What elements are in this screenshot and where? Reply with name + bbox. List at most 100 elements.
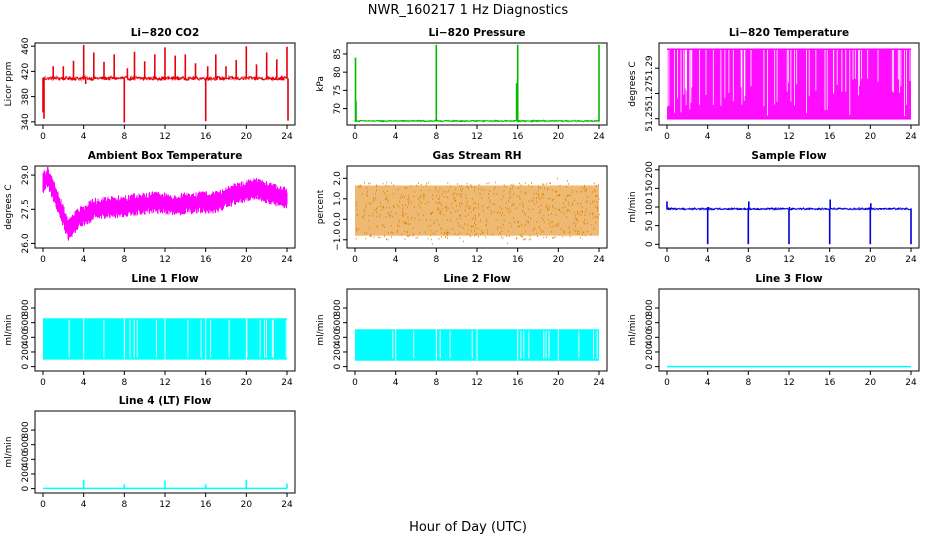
y-tick-label: 400 <box>21 328 31 345</box>
panel-li-820-co2: Li−820 CO2 0 4 8 12 16 20 24 340 380 420 460 Licor p… <box>4 27 296 142</box>
y-axis-label: kPa <box>316 76 326 92</box>
plot-area <box>666 199 912 245</box>
panel-li-820-temperature: Li−820 Temperature 0 4 8 12 16 20 24 51.2551.275… <box>628 27 920 142</box>
x-tick-label: 8 <box>745 132 751 142</box>
x-tick-label: 20 <box>241 378 253 388</box>
y-tick-label: 200 <box>21 343 31 360</box>
x-tick-label: 24 <box>905 255 917 265</box>
series-line <box>354 119 600 123</box>
x-tick-label: 20 <box>241 132 253 142</box>
series-spikes <box>42 44 289 123</box>
x-tick-label: 24 <box>281 500 293 510</box>
y-tick-label: 800 <box>21 421 31 438</box>
y-tick-label: 380 <box>21 88 31 105</box>
y-tick-label: 150 <box>645 180 655 197</box>
panel-title: Sample Flow <box>751 150 826 162</box>
panel-gas-stream-rh: Gas Stream RH 0 4 8 12 16 20 24 −1.0 0.0 1.0 2.0 per… <box>316 150 608 265</box>
x-tick-label: 8 <box>433 255 439 265</box>
x-tick-label: 20 <box>241 500 253 510</box>
x-tick-label: 20 <box>865 255 877 265</box>
y-tick-label: 0 <box>645 363 655 369</box>
x-tick-label: 16 <box>824 378 836 388</box>
y-tick-label: 27.5 <box>21 199 31 219</box>
x-tick-label: 8 <box>121 132 127 142</box>
series-spikes <box>354 44 600 121</box>
x-tick-label: 4 <box>81 378 87 388</box>
x-tick-label: 16 <box>824 132 836 142</box>
x-tick-label: 16 <box>512 132 524 142</box>
series-gaps <box>667 44 911 117</box>
y-tick-label: 0 <box>21 485 31 491</box>
x-tick-label: 12 <box>783 378 794 388</box>
panel-title: Line 2 Flow <box>443 273 510 285</box>
y-tick-label: 400 <box>333 328 343 345</box>
y-tick-label: 200 <box>645 161 655 178</box>
plot-area <box>354 44 600 123</box>
series-gaps <box>68 318 287 360</box>
x-tick-label: 16 <box>200 255 212 265</box>
panel-title: Line 3 Flow <box>755 273 822 285</box>
x-tick-label: 16 <box>200 378 212 388</box>
x-tick-label: 24 <box>593 255 605 265</box>
x-tick-label: 0 <box>40 132 46 142</box>
x-tick-label: 24 <box>593 378 605 388</box>
x-tick-label: 12 <box>471 378 482 388</box>
x-tick-label: 16 <box>512 255 524 265</box>
y-tick-label: 100 <box>645 198 655 215</box>
panel-title: Ambient Box Temperature <box>88 150 243 162</box>
y-tick-label: 200 <box>21 465 31 482</box>
y-axis-label: percent <box>316 189 326 224</box>
x-tick-label: 24 <box>905 378 917 388</box>
plot-area <box>42 167 288 241</box>
plot-area <box>667 44 911 120</box>
x-tick-label: 12 <box>159 378 170 388</box>
panel-li-820-pressure: Li−820 Pressure 0 4 8 12 16 20 24 70 75 80 85 kPa <box>316 27 608 142</box>
x-tick-label: 16 <box>512 378 524 388</box>
series-spikes <box>82 479 288 489</box>
plot-area <box>42 44 289 123</box>
x-tick-label: 24 <box>593 132 605 142</box>
y-tick-label: 50 <box>645 220 655 232</box>
x-tick-label: 20 <box>553 132 565 142</box>
y-tick-label: 340 <box>21 113 31 130</box>
x-tick-label: 4 <box>705 255 711 265</box>
x-tick-label: 0 <box>352 132 358 142</box>
x-tick-label: 4 <box>81 132 87 142</box>
y-tick-label: 600 <box>21 314 31 331</box>
y-axis-label: ml/min <box>4 314 14 345</box>
y-tick-label: 400 <box>645 328 655 345</box>
y-tick-label: 600 <box>333 314 343 331</box>
panel-line-4-lt-flow: Line 4 (LT) Flow 0 4 8 12 16 20 24 0 200400600800… <box>4 395 296 510</box>
y-axis-label: ml/min <box>628 314 638 345</box>
series-points <box>355 177 600 245</box>
x-tick-label: 0 <box>40 255 46 265</box>
y-tick-label: 800 <box>21 299 31 316</box>
plot-area <box>355 177 600 245</box>
x-tick-label: 12 <box>159 255 170 265</box>
y-tick-label: 200 <box>645 343 655 360</box>
x-tick-label: 8 <box>745 378 751 388</box>
x-tick-label: 24 <box>281 378 293 388</box>
x-tick-label: 0 <box>664 255 670 265</box>
series-spikes <box>666 199 912 245</box>
x-tick-label: 16 <box>200 500 212 510</box>
x-tick-label: 4 <box>393 255 399 265</box>
y-tick-label: 29.0 <box>21 165 31 185</box>
y-tick-label: 420 <box>21 63 31 80</box>
x-tick-label: 0 <box>40 378 46 388</box>
panel-title: Li−820 CO2 <box>131 27 200 39</box>
figure-title: NWR_160217 1 Hz Diagnostics <box>368 3 569 18</box>
x-tick-label: 4 <box>81 255 87 265</box>
x-tick-label: 12 <box>159 132 170 142</box>
plot-area <box>43 479 288 490</box>
x-tick-label: 8 <box>433 132 439 142</box>
x-tick-label: 8 <box>745 255 751 265</box>
y-tick-label: 200 <box>333 343 343 360</box>
panel-ambient-box-temperature: Ambient Box Temperature 0 4 8 12 16 20 24 26.0 27… <box>4 150 296 265</box>
